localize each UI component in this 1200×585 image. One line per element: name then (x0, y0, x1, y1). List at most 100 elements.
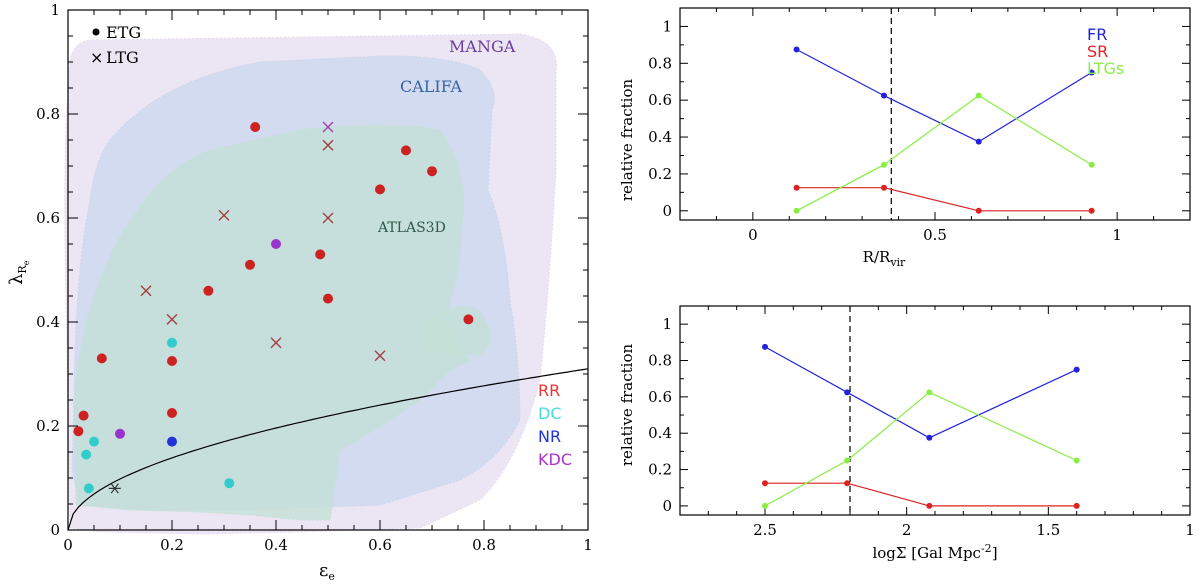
y-axis-label-sub: R (16, 265, 29, 274)
series-point-sr (1073, 502, 1080, 509)
series-line-sr (765, 482, 1077, 507)
axis-labels: εe λRe (6, 260, 335, 583)
y-tick-label: 0 (662, 497, 672, 515)
etg-point (250, 122, 261, 132)
y-tick-label: 0.4 (648, 128, 672, 146)
marker-legend: ETG × LTG (90, 23, 141, 67)
x-tick-label: 0.4 (264, 536, 288, 554)
series-point-sr (975, 207, 982, 214)
survey-label-manga: MANGA (449, 37, 516, 56)
plot-border (679, 305, 1191, 516)
etg-point (167, 436, 177, 447)
y-tick-label: 0.8 (36, 105, 60, 123)
survey-label-atlas3d: ATLAS3D (377, 220, 446, 236)
etg-point (167, 408, 177, 418)
etg-point (401, 145, 411, 156)
series-point-fr (793, 46, 800, 53)
ltg-point (140, 285, 152, 297)
y-tick-label: 0.8 (648, 54, 672, 72)
y-tick-label: 0.6 (648, 388, 672, 406)
ltg-point (218, 209, 230, 221)
series-legend-ltgs: LTGs (1087, 59, 1124, 78)
series-lines (793, 46, 1095, 214)
x-axis-label-main: ε (319, 560, 328, 581)
class-legend-rr: RR (538, 381, 560, 400)
class-legend-kdc: KDC (538, 450, 572, 469)
x-axis-label-end: ] (992, 544, 998, 562)
series-point-fr (926, 434, 933, 441)
series-point-sr (881, 184, 887, 191)
axis-ticks: 0 0.5 1 0 0.2 0.4 0.6 0.8 1 (648, 8, 1191, 244)
survey-labels: MANGA CALIFA ATLAS3D (377, 37, 516, 236)
x-axis-label-main: R/R (863, 248, 891, 266)
etg-point (83, 483, 94, 494)
x-tick-label: 2.5 (753, 521, 777, 539)
series-point-sr (793, 184, 800, 191)
y-tick-label: 0.8 (648, 352, 672, 370)
y-tick-label: 0.2 (36, 417, 60, 435)
etg-legend-label: ETG (106, 23, 141, 42)
series-line-fr (796, 48, 1092, 143)
y-tick-label: 1 (662, 315, 672, 333)
series-point-fr (844, 389, 851, 396)
etg-point (115, 428, 125, 439)
x-axis-label-main: logΣ [Gal Mpc (872, 544, 981, 562)
series-point-ltgs (1088, 161, 1095, 168)
series-point-fr (881, 92, 887, 99)
etg-point (203, 285, 214, 296)
series-point-fr (975, 138, 982, 145)
ltg-legend-symbol: × (90, 48, 103, 67)
x-tick-label: 0.2 (160, 536, 184, 554)
etg-point (245, 259, 255, 270)
y-axis-label-main: λ (6, 274, 27, 285)
ltg-point (374, 350, 386, 362)
etg-point (224, 478, 235, 489)
etg-point (167, 356, 177, 366)
series-line-sr (796, 187, 1092, 212)
survey-regions (64, 33, 557, 535)
series-point-sr (762, 480, 768, 487)
etg-point (271, 239, 281, 249)
axis-ticks: 0 0.2 0.4 0.6 0.8 1 0 0.2 0.4 0.6 0.8 1 (36, 1, 593, 554)
etg-point (89, 436, 99, 447)
etg-point (315, 249, 326, 260)
y-tick-label: 0.2 (648, 461, 672, 479)
series-legend-sr: SR (1087, 42, 1108, 61)
ltg-point (322, 121, 334, 133)
series-point-ltgs (975, 92, 982, 99)
x-axis-label: R/Rvir (863, 248, 906, 269)
x-tick-label: 1 (1112, 226, 1122, 244)
survey-label-califa: CALIFA (400, 77, 462, 96)
y-axis-label: λRe (6, 260, 31, 285)
y-tick-label: 0.6 (648, 91, 672, 109)
x-tick-label: 0.5 (923, 226, 947, 244)
etg-point (73, 426, 84, 437)
series-legend-fr: FR (1087, 25, 1107, 44)
class-legend-dc: DC (538, 404, 562, 423)
y-axis-label: relative fraction (618, 344, 636, 467)
etg-legend-dot (92, 28, 100, 36)
etg-point (463, 314, 474, 325)
x-tick-label: 0.8 (472, 536, 496, 554)
axis-ticks: 2.5 2 1.5 1 0 0.2 0.4 0.6 0.8 1 (648, 306, 1195, 539)
y-axis-label: relative fraction (618, 79, 636, 202)
y-tick-label: 0.4 (648, 424, 672, 442)
y-tick-label: 0 (662, 202, 672, 220)
atlas3d-region (73, 124, 471, 521)
x-tick-label: 0.6 (368, 536, 392, 554)
series-point-fr (1088, 69, 1095, 76)
x-tick-label: 1 (1185, 521, 1195, 539)
class-legend-nr: NR (538, 427, 561, 446)
y-tick-label: 0.4 (36, 313, 60, 331)
x-axis-label: εe (319, 560, 335, 583)
series-point-sr (844, 480, 851, 487)
y-tick-label: 1 (50, 1, 60, 19)
series-point-ltgs (844, 457, 851, 464)
data-points (73, 121, 474, 494)
x-axis-label: logΣ [Gal Mpc-2] (872, 542, 997, 562)
ltg-legend-label: LTG (106, 48, 139, 67)
etg-point (96, 353, 107, 364)
x-tick-label: 2 (902, 521, 912, 539)
etg-point (427, 166, 437, 177)
